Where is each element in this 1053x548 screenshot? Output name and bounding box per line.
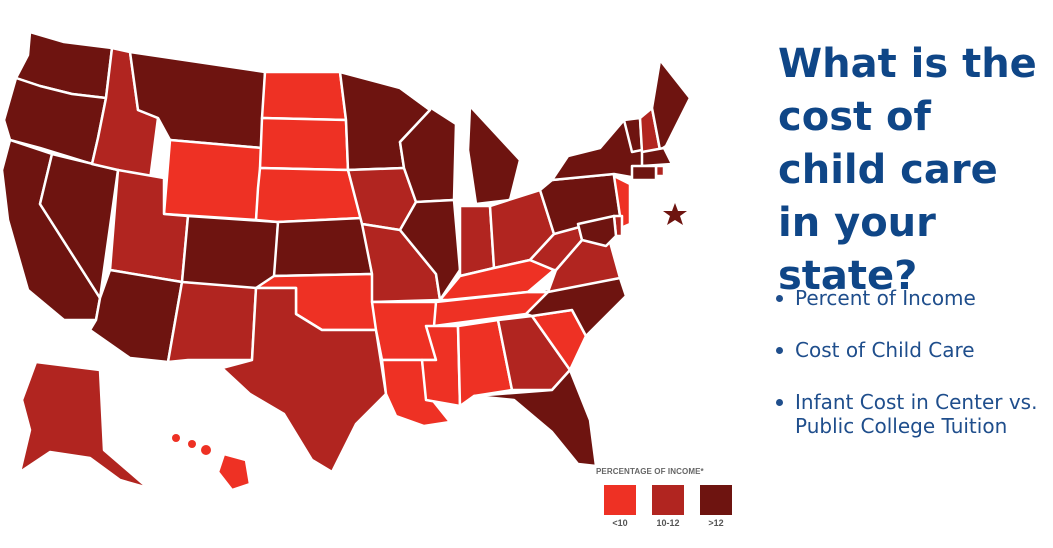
bullet-icon (776, 295, 783, 302)
bullet-icon (776, 347, 783, 354)
legend-label: <10 (612, 518, 628, 528)
state-tx[interactable] (220, 286, 388, 474)
legend-swatch (652, 485, 684, 515)
menu-item-label: Percent of Income (795, 286, 976, 310)
state-wi[interactable] (398, 86, 458, 204)
state-ak[interactable] (18, 360, 150, 490)
state-me[interactable] (650, 58, 692, 152)
state-ct[interactable] (630, 164, 658, 182)
menu-item-label: Infant Cost in Center vs. Public College… (795, 390, 1038, 438)
legend-item-mid: 10-12 (644, 485, 692, 528)
menu-item-cost-of-child-care[interactable]: Cost of Child Care (772, 338, 1047, 362)
map-view-menu: Percent of Income Cost of Child Care Inf… (772, 286, 1047, 466)
legend-item-high: >12 (692, 485, 740, 528)
state-sd[interactable] (258, 116, 350, 172)
menu-item-percent-of-income[interactable]: Percent of Income (772, 286, 1047, 310)
bullet-icon (776, 399, 783, 406)
legend-label: 10-12 (656, 518, 680, 528)
state-co[interactable] (180, 214, 280, 294)
page-title: What is the cost of child care in your s… (778, 41, 1037, 299)
state-nm[interactable] (166, 280, 258, 364)
state-ma[interactable] (640, 146, 674, 168)
legend-label: >12 (708, 518, 724, 528)
state-in[interactable] (458, 204, 496, 278)
state-ne[interactable] (254, 166, 364, 224)
legend-item-low: <10 (596, 485, 644, 528)
state-al[interactable] (456, 318, 514, 408)
state-hi-island[interactable] (172, 434, 180, 442)
state-hi-island[interactable] (201, 445, 211, 455)
map-legend: PERCENTAGE OF INCOME* <10 10-12 >12 (596, 467, 746, 528)
legend-items: <10 10-12 >12 (596, 485, 746, 528)
state-nd[interactable] (260, 70, 348, 122)
menu-item-infant-cost-vs-tuition[interactable]: Infant Cost in Center vs. Public College… (772, 390, 1047, 438)
menu-item-label: Cost of Child Care (795, 338, 975, 362)
legend-swatch (700, 485, 732, 515)
state-hi[interactable] (216, 452, 252, 492)
state-hi-island[interactable] (188, 440, 196, 448)
state-az[interactable] (88, 268, 184, 364)
state-fl[interactable] (472, 368, 598, 468)
legend-swatch (604, 485, 636, 515)
state-ks[interactable] (272, 216, 374, 278)
state-mi[interactable] (466, 104, 522, 206)
state-md[interactable] (576, 214, 618, 248)
star-icon[interactable] (663, 203, 687, 225)
state-wy[interactable] (162, 138, 264, 222)
legend-title: PERCENTAGE OF INCOME* (596, 467, 704, 476)
us-choropleth-map (0, 30, 692, 492)
